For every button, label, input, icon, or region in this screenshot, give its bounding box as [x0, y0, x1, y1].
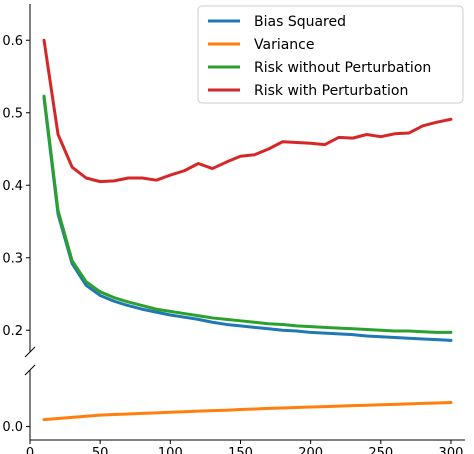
y-tick-label: 0.3 — [2, 251, 23, 266]
y-tick-label: 0.5 — [2, 106, 23, 121]
legend-label-risk-without-perturbation: Risk without Perturbation — [254, 60, 431, 76]
x-tick-label: 250 — [368, 446, 393, 454]
x-tick-label: 0 — [26, 446, 34, 454]
legend-label-bias-squared: Bias Squared — [254, 14, 346, 30]
x-tick-label: 100 — [158, 446, 183, 454]
legend-box — [197, 5, 464, 104]
legend-label-risk-with-perturbation: Risk with Perturbation — [254, 83, 408, 99]
axis-break-mark-upper — [24, 346, 36, 358]
x-tick-label: 300 — [439, 446, 464, 454]
x-tick-label: 50 — [92, 446, 109, 454]
x-tick-label: 200 — [298, 446, 323, 454]
x-tick-label: 150 — [228, 446, 253, 454]
y-tick-label: 0.2 — [2, 324, 23, 339]
y-tick-label: 0.0 — [2, 420, 23, 435]
y-tick-label: 0.6 — [2, 34, 23, 49]
series-line-bias-squared — [42, 96, 453, 342]
y-tick-label: 0.4 — [2, 179, 23, 194]
legend: Bias Squared Variance Risk without Perturb… — [197, 5, 464, 104]
series-lines — [42, 38, 453, 422]
legend-label-variance: Variance — [254, 37, 314, 53]
series-line-risk-with-perturbation — [42, 38, 453, 184]
axes: 0.2 0.3 0.4 0.5 0.6 0.0 0 50 100 150 200 250 300 — [2, 4, 465, 454]
axis-break-mark-lower — [24, 364, 36, 376]
series-line-variance — [42, 401, 453, 422]
series-line-risk-without-perturbation — [42, 94, 453, 334]
